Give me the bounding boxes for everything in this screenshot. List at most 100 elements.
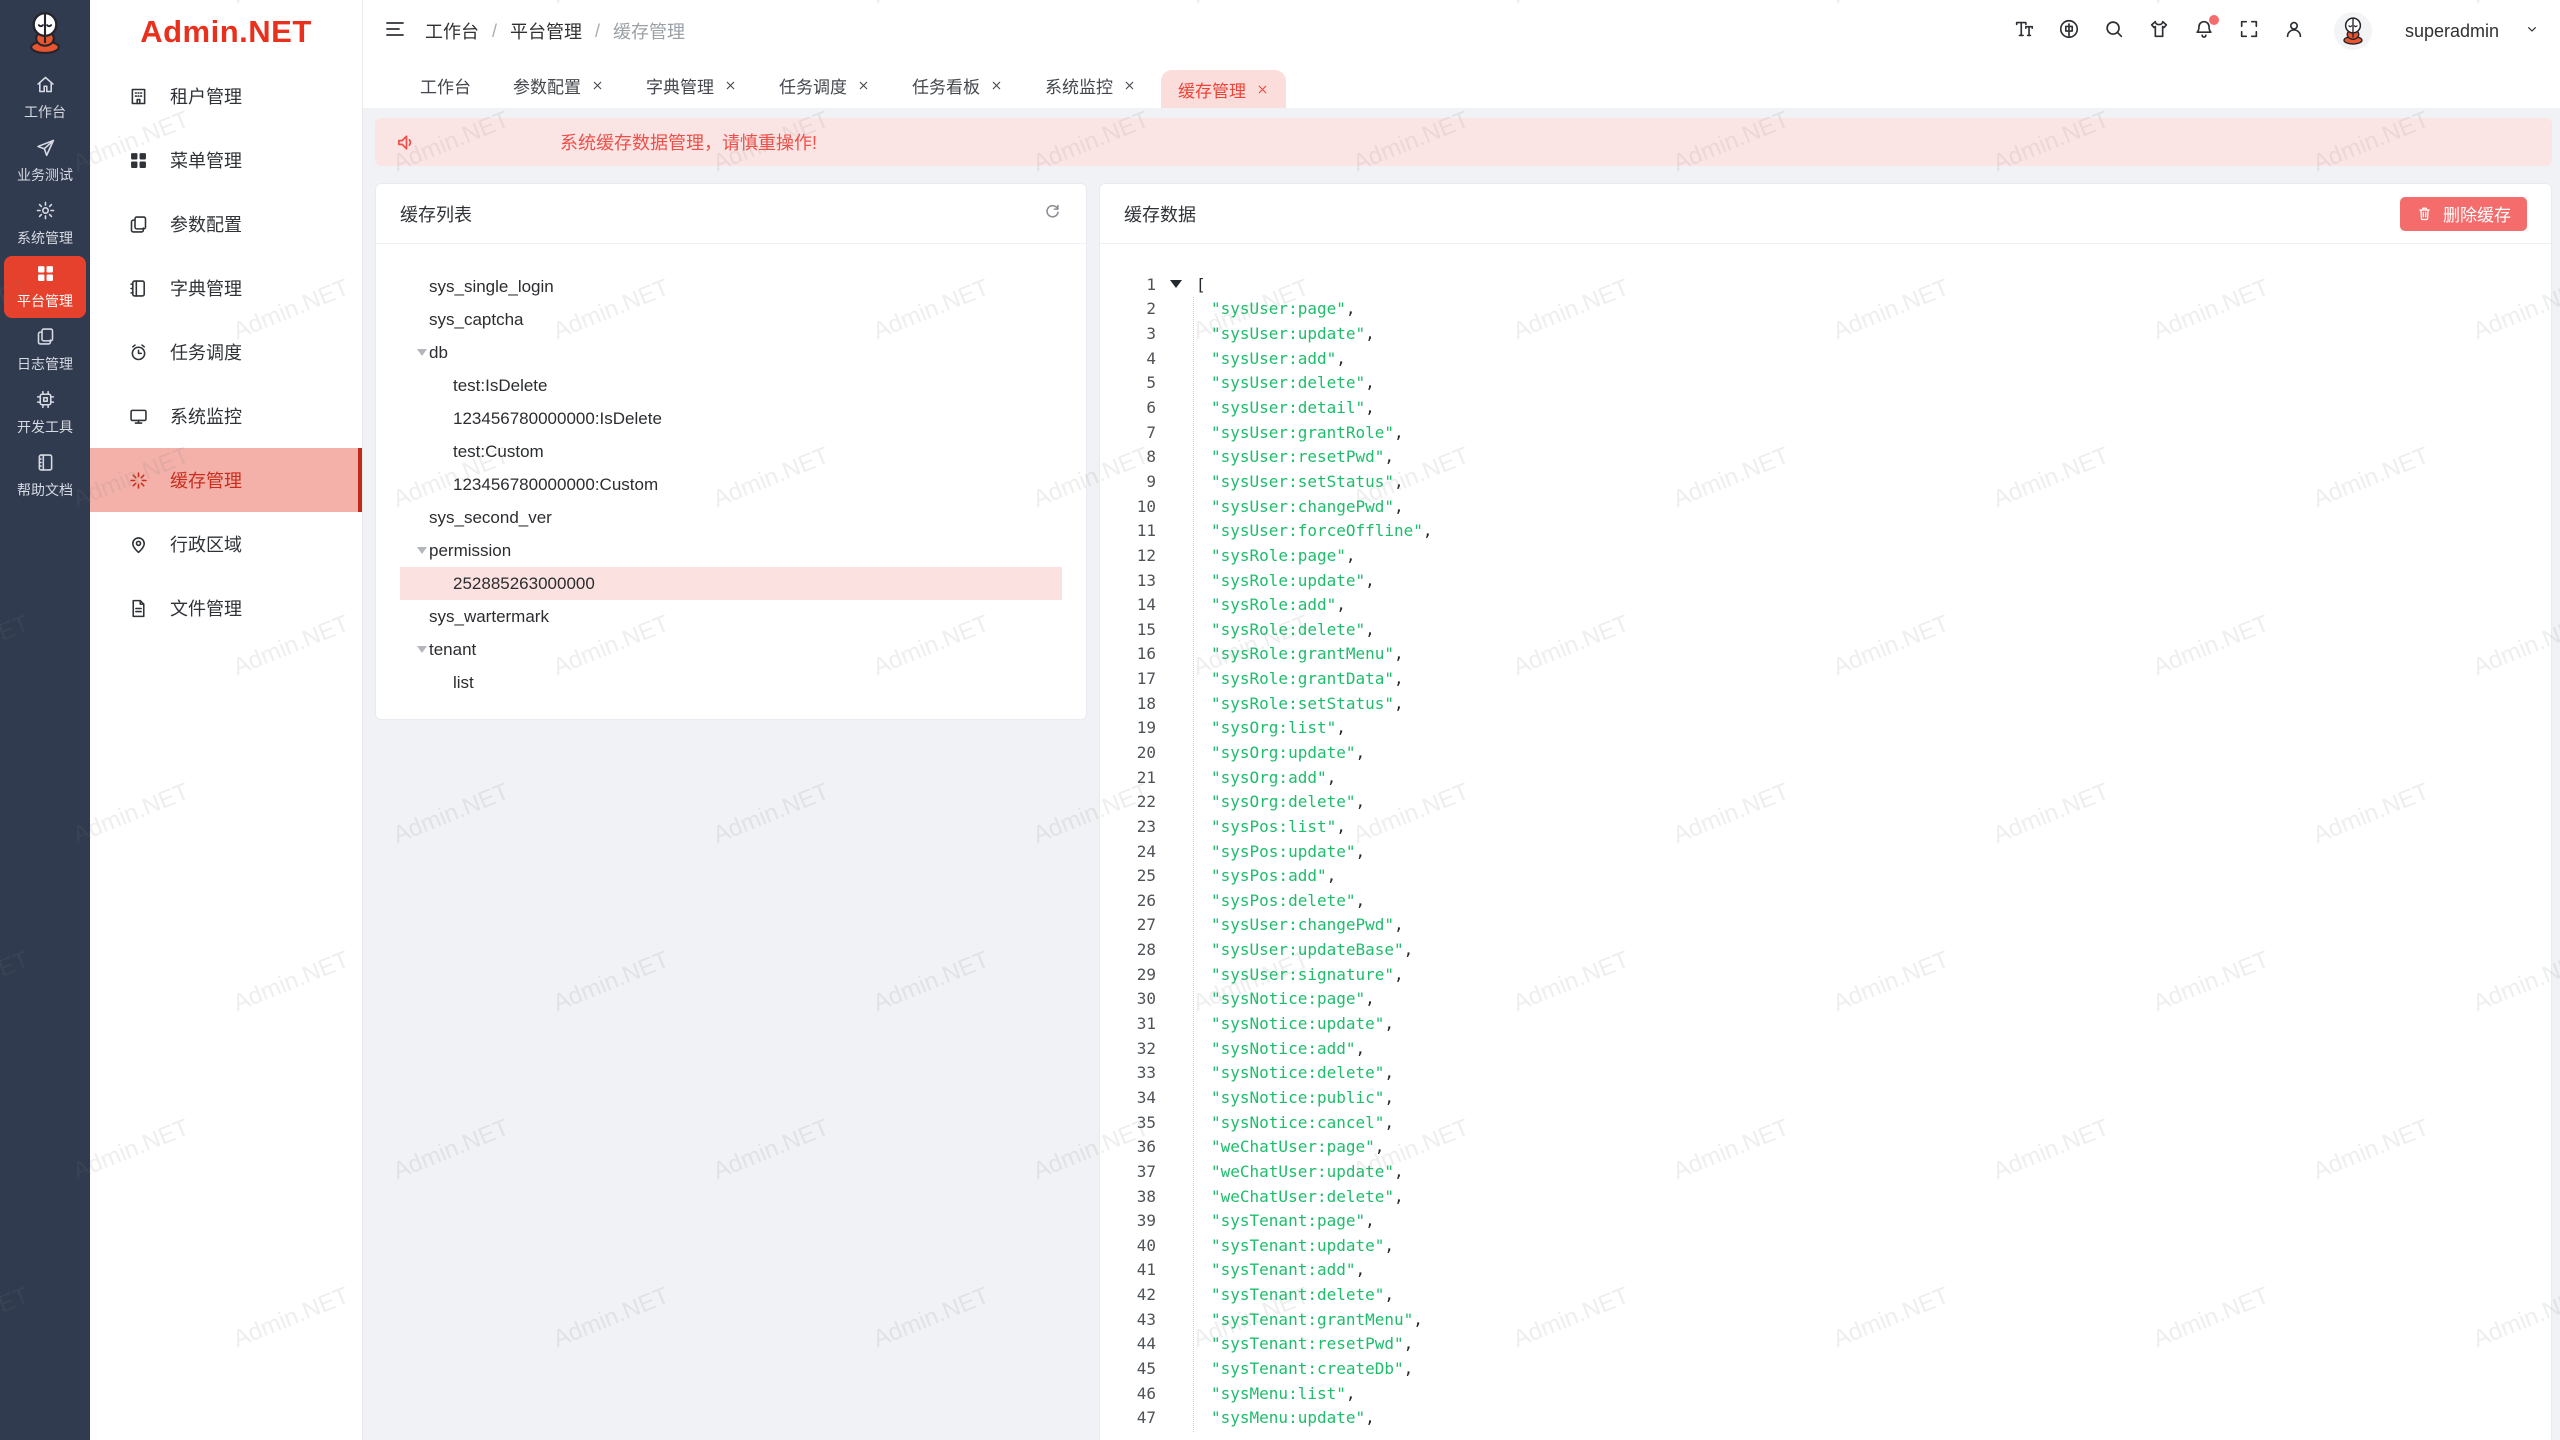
tree-node-label: sys_second_ver bbox=[429, 507, 552, 527]
code-line: 6 "sysUser:detail", bbox=[1100, 395, 2551, 420]
code-line: 5 "sysUser:delete", bbox=[1100, 371, 2551, 396]
json-string: "sysUser:changePwd" bbox=[1211, 915, 1395, 935]
logo-text: Admin.NET bbox=[140, 14, 312, 49]
tree-node-3[interactable]: test:IsDelete bbox=[400, 369, 1062, 402]
tab-close-icon[interactable] bbox=[1256, 83, 1269, 96]
tab-0[interactable]: 工作台 bbox=[403, 62, 488, 108]
json-string: "sysRole:grantMenu" bbox=[1211, 644, 1395, 664]
sidebar-item-7[interactable]: 行政区域 bbox=[90, 512, 362, 576]
tab-6[interactable]: 缓存管理 bbox=[1161, 70, 1286, 108]
sidebar-item-6[interactable]: 缓存管理 bbox=[90, 448, 362, 512]
sidebar-item-4[interactable]: 任务调度 bbox=[90, 320, 362, 384]
json-comma: , bbox=[1345, 545, 1356, 565]
tab-close-icon[interactable] bbox=[591, 79, 604, 92]
breadcrumb-item-0[interactable]: 工作台 bbox=[425, 22, 479, 42]
rail-item-4[interactable]: 日志管理 bbox=[4, 319, 86, 381]
tree-node-8[interactable]: permission bbox=[400, 534, 1062, 567]
tree-node-2[interactable]: db bbox=[400, 336, 1062, 369]
line-number: 43 bbox=[1136, 1309, 1156, 1329]
theme-icon[interactable] bbox=[2148, 18, 2170, 45]
fold-triangle-icon[interactable] bbox=[1170, 280, 1182, 289]
tree-node-9[interactable]: 252885263000000 bbox=[400, 567, 1062, 600]
tab-1[interactable]: 参数配置 bbox=[496, 62, 621, 108]
caret-down-icon[interactable] bbox=[415, 547, 429, 554]
rail-item-label: 帮助文档 bbox=[17, 482, 73, 498]
line-number: 15 bbox=[1136, 619, 1156, 639]
fullscreen-icon[interactable] bbox=[2238, 18, 2260, 45]
json-string: "sysPos:list" bbox=[1211, 816, 1337, 836]
tree-node-label: sys_captcha bbox=[429, 309, 524, 329]
tab-4[interactable]: 任务看板 bbox=[895, 62, 1020, 108]
code-line: 10 "sysUser:changePwd", bbox=[1100, 494, 2551, 519]
delete-cache-button[interactable]: 删除缓存 bbox=[2400, 196, 2527, 231]
sidebar-item-8[interactable]: 文件管理 bbox=[90, 576, 362, 640]
json-string: "sysUser:update" bbox=[1211, 324, 1366, 344]
tree-node-11[interactable]: tenant bbox=[400, 633, 1062, 666]
rail-item-2[interactable]: 系统管理 bbox=[4, 193, 86, 255]
username[interactable]: superadmin bbox=[2404, 20, 2499, 41]
code-line: 1[ bbox=[1100, 272, 2551, 297]
tree-node-7[interactable]: sys_second_ver bbox=[400, 501, 1062, 534]
rail-item-1[interactable]: 业务测试 bbox=[4, 130, 86, 192]
tree-node-4[interactable]: 123456780000000:IsDelete bbox=[400, 402, 1062, 435]
tree-node-10[interactable]: sys_wartermark bbox=[400, 600, 1062, 633]
notification-icon[interactable] bbox=[2193, 14, 2219, 45]
app-logo[interactable] bbox=[0, 0, 90, 66]
tab-5[interactable]: 系统监控 bbox=[1028, 62, 1153, 108]
sidebar-fold-button[interactable] bbox=[383, 17, 407, 46]
language-icon[interactable] bbox=[2058, 18, 2080, 45]
rail-item-3[interactable]: 平台管理 bbox=[4, 256, 86, 318]
chevron-down-icon[interactable] bbox=[2524, 21, 2540, 42]
tab-3[interactable]: 任务调度 bbox=[762, 62, 887, 108]
refresh-icon[interactable] bbox=[1043, 202, 1062, 226]
tree-node-6[interactable]: 123456780000000:Custom bbox=[400, 468, 1062, 501]
tree-node-12[interactable]: list bbox=[400, 666, 1062, 699]
code-line: 27 "sysUser:changePwd", bbox=[1100, 913, 2551, 938]
sidebar-item-5[interactable]: 系统监控 bbox=[90, 384, 362, 448]
tab-label: 任务调度 bbox=[779, 77, 847, 97]
caret-down-icon[interactable] bbox=[415, 349, 429, 356]
sidebar-item-0[interactable]: 租户管理 bbox=[90, 64, 362, 128]
tab-close-icon[interactable] bbox=[857, 79, 870, 92]
line-number: 26 bbox=[1136, 890, 1156, 910]
json-comma: , bbox=[1413, 1309, 1423, 1329]
sidebar-item-2[interactable]: 参数配置 bbox=[90, 192, 362, 256]
code-line: 41 "sysTenant:add", bbox=[1100, 1258, 2551, 1283]
caret-down-icon[interactable] bbox=[415, 646, 429, 653]
search-icon[interactable] bbox=[2103, 18, 2125, 45]
font-size-icon[interactable] bbox=[2013, 18, 2035, 45]
json-string: "sysTenant:page" bbox=[1211, 1211, 1366, 1231]
json-string: "sysPos:update" bbox=[1211, 841, 1356, 861]
json-viewer: 1[2 "sysUser:page", 3 "sysUser:update", 4 "sy… bbox=[1100, 244, 2551, 1440]
tab-close-icon[interactable] bbox=[1123, 79, 1136, 92]
code-line: 44 "sysTenant:resetPwd", bbox=[1100, 1332, 2551, 1357]
code-line: 43 "sysTenant:grantMenu", bbox=[1100, 1307, 2551, 1332]
robot-icon bbox=[22, 10, 68, 56]
code-line: 23 "sysPos:list", bbox=[1100, 814, 2551, 839]
tab-close-icon[interactable] bbox=[724, 79, 737, 92]
code-line: 7 "sysUser:grantRole", bbox=[1100, 420, 2551, 445]
sidebar-item-3[interactable]: 字典管理 bbox=[90, 256, 362, 320]
user-avatar[interactable] bbox=[2333, 12, 2372, 50]
json-comma: , bbox=[1365, 570, 1375, 590]
rail-item-5[interactable]: 开发工具 bbox=[4, 382, 86, 444]
cache-data-header: 缓存数据 删除缓存 bbox=[1100, 184, 2551, 244]
line-number: 16 bbox=[1136, 644, 1156, 664]
rail-item-6[interactable]: 帮助文档 bbox=[4, 445, 86, 507]
tree-node-0[interactable]: sys_single_login bbox=[400, 270, 1062, 303]
tree-node-1[interactable]: sys_captcha bbox=[400, 303, 1062, 336]
sidebar-item-1[interactable]: 菜单管理 bbox=[90, 128, 362, 192]
breadcrumb-item-1[interactable]: 平台管理 bbox=[510, 22, 583, 42]
panels-row: 缓存列表 sys_single_login sys_captcha db test:I… bbox=[375, 183, 2552, 1440]
tree-node-5[interactable]: test:Custom bbox=[400, 435, 1062, 468]
line-number: 29 bbox=[1136, 964, 1156, 984]
user-icon[interactable] bbox=[2283, 18, 2305, 45]
sidebar-item-label: 字典管理 bbox=[170, 279, 242, 299]
tab-2[interactable]: 字典管理 bbox=[629, 62, 754, 108]
module-sidebar: Admin.NET 租户管理 菜单管理 参数配置字典管理任务调度 系统监控 缓存管理 行政… bbox=[90, 0, 363, 1440]
rail-item-0[interactable]: 工作台 bbox=[4, 67, 86, 129]
book-icon bbox=[35, 452, 56, 473]
json-comma: , bbox=[1355, 792, 1366, 812]
json-comma: , bbox=[1365, 373, 1375, 393]
tab-close-icon[interactable] bbox=[990, 79, 1003, 92]
